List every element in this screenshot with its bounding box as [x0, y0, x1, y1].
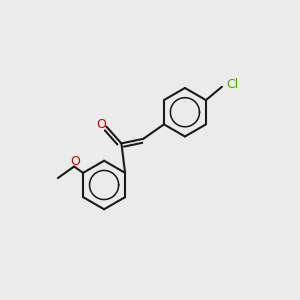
- Text: Cl: Cl: [226, 77, 238, 91]
- Text: O: O: [70, 155, 80, 168]
- Text: O: O: [96, 118, 106, 131]
